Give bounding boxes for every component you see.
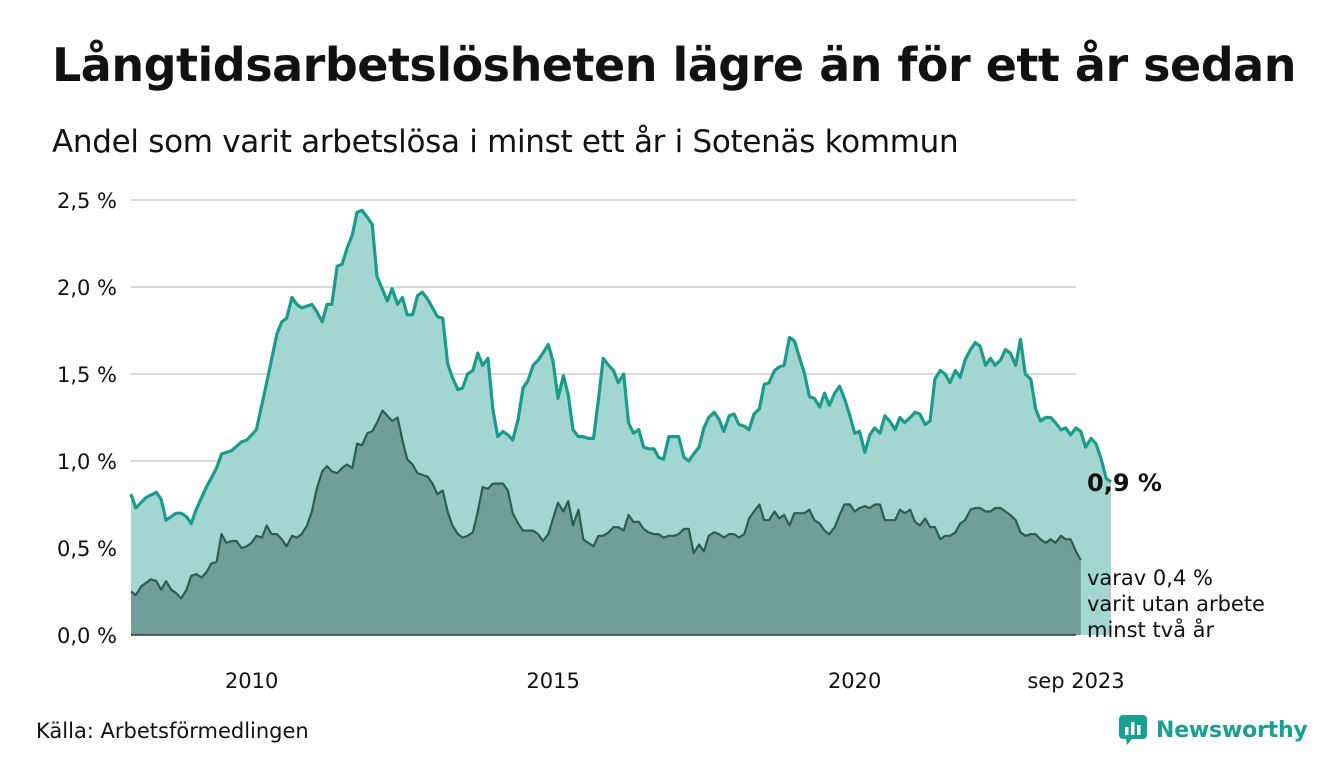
brand-logo: Newsworthy xyxy=(1118,713,1308,747)
x-tick-label: 2010 xyxy=(225,669,278,693)
end-label-long-term: varav 0,4 % varit utan arbete minst två … xyxy=(1087,566,1272,642)
y-axis: 0,0 % 0,5 % 1,0 % 1,5 % 2,0 % 2,5 % xyxy=(57,189,117,648)
y-tick-label: 0,0 % xyxy=(57,624,117,648)
y-tick-label: 0,5 % xyxy=(57,537,117,561)
newsworthy-logo-icon xyxy=(1119,715,1147,745)
y-tick-label: 2,5 % xyxy=(57,189,117,213)
x-tick-label: 2020 xyxy=(828,669,881,693)
y-tick-label: 1,5 % xyxy=(57,363,117,387)
x-tick-label: sep 2023 xyxy=(1027,669,1124,693)
y-tick-label: 2,0 % xyxy=(57,276,117,300)
end-label-line-3: minst två år xyxy=(1087,617,1215,642)
brand-name: Newsworthy xyxy=(1156,717,1308,743)
line-total xyxy=(129,208,1112,526)
chart-subtitle: Andel som varit arbetslösa i minst ett å… xyxy=(52,124,959,160)
y-tick-label: 1,0 % xyxy=(57,450,117,474)
end-label-line-2: varit utan arbete xyxy=(1087,592,1265,616)
end-label-line-1: varav 0,4 % xyxy=(1087,566,1213,590)
source-note: Källa: Arbetsförmedlingen xyxy=(36,719,309,743)
line-long-term xyxy=(130,409,1082,600)
series-areas xyxy=(129,208,1112,635)
area-long-term xyxy=(131,410,1081,635)
end-label-total: 0,9 % xyxy=(1087,469,1162,497)
chart-title: Långtidsarbetslösheten lägre än för ett … xyxy=(52,38,1296,92)
x-tick-label: 2015 xyxy=(526,669,579,693)
x-axis: 2010 2015 2020 sep 2023 xyxy=(225,669,1125,693)
